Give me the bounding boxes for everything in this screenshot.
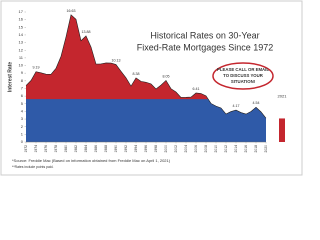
chart-title: Historical Rates on 30-Year <box>150 30 259 40</box>
data-label: 4.54 <box>253 101 260 105</box>
x-tick-label: 2018 <box>254 145 258 153</box>
area-outline <box>25 14 267 119</box>
x-tick-label: 1976 <box>44 145 48 153</box>
y-tick-label: 14 <box>19 32 24 37</box>
x-tick-label: 1984 <box>84 145 88 153</box>
y-tick-label: 4 <box>21 108 24 113</box>
y-tick-label: 10 <box>19 63 24 68</box>
annotation-ellipse <box>212 62 274 90</box>
x-tick-label: 2008 <box>204 145 208 153</box>
data-label: 8.05 <box>163 74 170 78</box>
chart-title: Fixed-Rate Mortgages Since 1972 <box>137 42 274 52</box>
note: **Rates include points paid. <box>12 165 54 169</box>
x-tick-label: 1998 <box>154 145 158 153</box>
annotation: TO DISCUSS YOUR <box>223 73 264 78</box>
data-label: 13.88 <box>82 30 91 34</box>
y-tick-label: 7 <box>21 86 24 91</box>
y-tick-label: 17 <box>19 9 24 14</box>
area-lower <box>26 99 266 142</box>
x-tick-label: 2020 <box>264 145 268 153</box>
data-label: 4.17 <box>233 104 240 108</box>
y-tick-label: 0 <box>21 139 24 144</box>
y-tick-label: 12 <box>19 47 24 52</box>
x-tick-label: 1990 <box>114 145 118 153</box>
data-label: 10.13 <box>112 58 121 62</box>
y-tick-label: 9 <box>21 70 24 75</box>
x-tick-label: 1980 <box>64 145 68 153</box>
x-tick-label: 1988 <box>104 145 108 153</box>
x-tick-label: 2000 <box>164 145 168 153</box>
x-tick-label: 2004 <box>184 145 188 153</box>
x-tick-label: 1978 <box>54 145 58 153</box>
x-tick-label: 2006 <box>194 145 198 153</box>
data-label: 8.38 <box>133 72 140 76</box>
y-tick-label: 6 <box>21 93 24 98</box>
data-label: 16.63 <box>67 9 76 13</box>
x-tick-label: 1972 <box>24 145 28 153</box>
y-tick-label: 8 <box>21 78 24 83</box>
y-tick-label: 16 <box>19 17 24 22</box>
x-tick-label: 2012 <box>224 145 228 153</box>
note: *Source: Freddie Mac (Based on informati… <box>12 158 171 163</box>
data-label: 9.19 <box>33 66 40 70</box>
x-tick-label: 1994 <box>134 145 138 153</box>
x-tick-label: 1992 <box>124 145 128 153</box>
y-axis-label: Interest Rate <box>7 62 13 93</box>
x-tick-label: 2002 <box>174 145 178 153</box>
y-tick-label: 3 <box>21 116 24 121</box>
x-tick-label: 1996 <box>144 145 148 153</box>
x-tick-label: 1986 <box>94 145 98 153</box>
y-tick-label: 11 <box>19 55 24 60</box>
x-tick-label: 2016 <box>244 145 248 153</box>
annotation: SITUATION! <box>231 79 256 84</box>
y-tick-label: 2 <box>21 124 24 129</box>
y-tick-label: 13 <box>19 40 24 45</box>
y-tick-label: 15 <box>19 24 24 29</box>
x-tick-label: 1974 <box>34 145 38 153</box>
annotation: PLEASE CALL OR EMAIL <box>217 67 269 72</box>
x-tick-label: 1982 <box>74 145 78 153</box>
x-tick-label: 2010 <box>214 145 218 153</box>
page: {"chart_data":{"type":"area", "title_lin… <box>0 0 303 176</box>
y-tick-label: 1 <box>21 131 24 136</box>
x-tick-label: 2014 <box>234 145 238 153</box>
highlight-label: 2021 <box>278 94 288 99</box>
y-tick-label: 5 <box>21 101 24 106</box>
data-label: 6.41 <box>193 87 200 91</box>
highlight-bar <box>279 118 285 142</box>
